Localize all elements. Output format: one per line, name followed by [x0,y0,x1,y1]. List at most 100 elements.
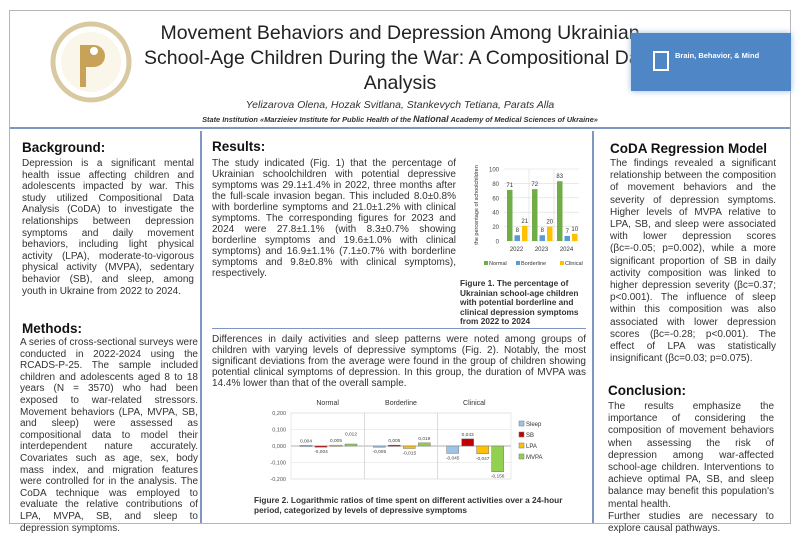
legend-label: Borderline [521,261,546,267]
bar-sleep [373,445,386,448]
y-tick-label: 0,200 [272,411,286,417]
figure-1-caption-text: The percentage of Ukrainian school-age c… [460,278,579,327]
bar-sleep [299,445,313,447]
legend-swatch [484,261,488,265]
affiliation: State Institution «Marzieiev Institute f… [110,114,690,124]
bar-sb [388,444,401,447]
legend-label: LPA [526,444,537,450]
data-label: 0,012 [345,431,357,437]
figure-2-chart: -0,200-0,1000,0000,1000,200Normal0,004-0… [270,400,543,483]
bar-borderline [514,235,520,241]
data-label: 0,004 [300,438,312,444]
bar-sb [461,438,474,447]
data-label: 8 [541,228,545,234]
background-heading: Background: [22,140,106,155]
legend-label: Clinical [565,261,583,267]
bar-sleep [446,445,459,454]
y-tick-label: 0,000 [272,444,286,450]
data-label: 20 [546,220,553,226]
data-label: 8 [516,228,520,234]
institute-logo [50,21,132,103]
y-tick-label: 100 [489,168,500,174]
authors: Yelizarova Olena, Hozak Svitlana, Stanke… [245,99,555,111]
poster-title: Movement Behaviors and Depression Among … [144,22,656,94]
data-label: -0,015 [403,450,417,456]
data-label: -0,156 [491,474,505,480]
data-label: 71 [506,183,513,189]
bar-sb [314,445,328,448]
conclusion-heading: Conclusion: [608,383,686,398]
journal-logo-text: Brain, Behavior, & Mind [675,51,760,60]
plot-border [290,412,512,480]
affiliation-part: National [413,114,449,124]
methods-heading: Methods: [22,321,82,336]
y-tick-label: 80 [492,182,499,188]
data-label: 72 [531,182,538,188]
conclusion-text-2: Further studies are necessary to explore… [608,510,774,535]
data-label: -0,045 [446,455,460,461]
figure-1-label: Figure 1. [460,278,495,288]
y-tick-label: 0,100 [272,428,286,434]
affiliation-part: State Institution «Marzieiev Institute f… [202,115,414,124]
y-tick-label: 60 [492,196,499,202]
conclusion-body: The results emphasize the importance of … [608,401,774,535]
results-heading: Results: [212,139,266,154]
data-label: 0,005 [388,438,400,444]
group-title: Borderline [385,400,417,407]
figure-2-caption: Figure 2. Logarithmic ratios of time spe… [254,495,584,515]
data-label: -0,004 [314,449,328,455]
y-tick-label: 20 [492,225,499,231]
bar-clinical [572,233,578,241]
data-label: 83 [556,174,563,180]
bar-lpa [476,445,489,455]
y-tick-label: 0 [496,240,500,246]
data-label: -0,005 [373,449,387,455]
bar-normal [532,189,538,241]
coda-heading: CoDA Regression Model [610,141,768,156]
bar-borderline [564,235,570,241]
group-title: Normal [316,400,339,407]
data-label: 10 [571,227,578,233]
poster: Movement Behaviors and Depression Among … [9,10,791,534]
bar-normal [557,181,563,241]
conclusion-text: The results emphasize the importance of … [608,401,774,510]
affiliation-part: Academy of Medical Sciences of Ukraine» [448,115,598,124]
legend-swatch [516,261,520,265]
figure-2-label: Figure 2. [254,495,289,505]
coda-text: The findings revealed a significant rela… [610,158,776,365]
figure-2-caption-text: Logarithmic ratios of time spent on diff… [254,495,563,515]
legend-swatch [518,442,525,449]
bar-lpa [403,445,416,449]
figure-1-caption: Figure 1. The percentage of Ukrainian sc… [460,278,588,327]
data-label: 0,019 [418,436,430,442]
data-label: 7 [566,229,570,235]
bar-clinical [522,225,528,241]
results-text-2: Differences in daily activities and slee… [212,328,586,389]
legend-label: Sleep [526,422,542,428]
bar-lpa [329,444,343,447]
figure-1-chart: 0 20 40 60 80 100 the percentage of schoolchil… [474,165,583,267]
data-label: -0,047 [476,456,490,462]
bar-mvpa [418,442,431,447]
legend-label: MVPA [526,455,543,461]
legend-swatch [518,420,525,427]
results-text: The study indicated (Fig. 1) that the pe… [212,158,456,279]
x-tick-label: 2022 [510,247,524,253]
right-column: CoDA Regression Model The findings revea… [596,131,790,534]
poster-header: Movement Behaviors and Depression Among … [10,11,791,129]
data-label: 0,005 [330,438,342,444]
y-tick-label: 40 [492,211,499,217]
left-column: Background: Depression is a significant … [10,131,202,534]
bar-mvpa [344,443,358,447]
journal-logo-icon [653,51,669,71]
x-tick-label: 2024 [560,247,574,253]
x-tick-label: 2023 [535,247,549,253]
methods-text: A series of cross-sectional surveys were… [20,337,198,534]
data-label: 21 [521,219,528,225]
bar-mvpa [491,445,504,472]
legend-swatch [560,261,564,265]
background-text: Depression is a significant mental healt… [22,158,194,297]
group-title: Clinical [463,400,486,407]
bar-normal [507,189,513,241]
middle-column: Results: The study indicated (Fig. 1) th… [204,131,594,523]
